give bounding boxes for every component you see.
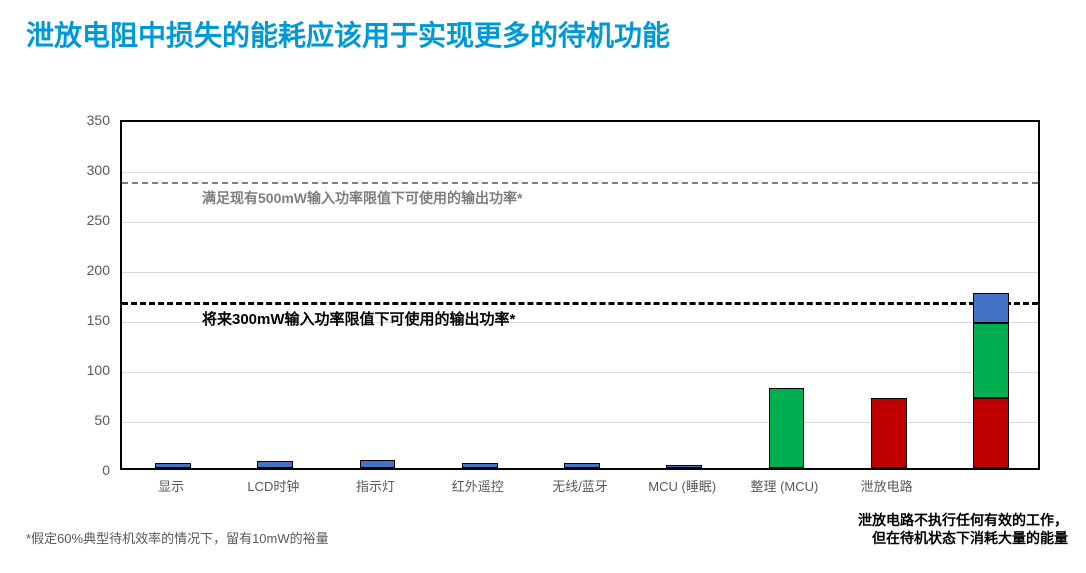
bar-segment: [564, 463, 600, 468]
bar-segment: [666, 465, 702, 468]
bar: [564, 118, 600, 468]
page-title: 泄放电阻中损失的能耗应该用于实现更多的待机功能: [0, 0, 1086, 54]
bar-segment: [973, 398, 1009, 468]
bar-segment: [360, 460, 396, 468]
bar-segment: [871, 398, 907, 468]
bar: [360, 118, 396, 468]
y-tick-label: 250: [70, 212, 110, 228]
x-tick-label: 显示: [158, 476, 184, 495]
x-tick-label: 指示灯: [356, 476, 395, 495]
side-note: 泄放电路不执行任何有效的工作，但在待机状态下消耗大量的能量: [858, 511, 1068, 547]
side-note-line: 但在待机状态下消耗大量的能量: [858, 529, 1068, 547]
y-tick-label: 300: [70, 162, 110, 178]
bar: [257, 118, 293, 468]
bar-segment: [257, 461, 293, 468]
bar: [155, 118, 191, 468]
y-tick-label: 0: [70, 462, 110, 478]
bar-segment: [462, 463, 498, 468]
x-tick-label: MCU (睡眠): [648, 476, 716, 495]
x-tick-label: 无线/蓝牙: [552, 476, 608, 495]
footnote: *假定60%典型待机效率的情况下，留有10mW的裕量: [26, 528, 329, 547]
bar: [871, 118, 907, 468]
y-tick-label: 350: [70, 112, 110, 128]
y-tick-label: 200: [70, 262, 110, 278]
x-tick-label: 泄放电路: [861, 476, 913, 495]
x-tick-label: LCD时钟: [247, 476, 299, 495]
bar: [666, 118, 702, 468]
bar-segment: [973, 323, 1009, 398]
y-tick-label: 100: [70, 362, 110, 378]
bar-segment: [155, 463, 191, 468]
y-tick-label: 50: [70, 412, 110, 428]
side-note-line: 泄放电路不执行任何有效的工作，: [858, 511, 1068, 529]
bar: [973, 118, 1009, 468]
bar-segment: [769, 388, 805, 468]
plot-area: 满足现有500mW输入功率限值下可使用的输出功率*将来300mW输入功率限值下可…: [120, 120, 1040, 470]
bar-segment: [973, 293, 1009, 323]
chart-container: 满足现有500mW输入功率限值下可使用的输出功率*将来300mW输入功率限值下可…: [80, 120, 1040, 470]
y-tick-label: 150: [70, 312, 110, 328]
bar: [462, 118, 498, 468]
bar: [769, 118, 805, 468]
x-tick-label: 整理 (MCU): [750, 476, 818, 495]
x-tick-label: 红外遥控: [452, 476, 504, 495]
